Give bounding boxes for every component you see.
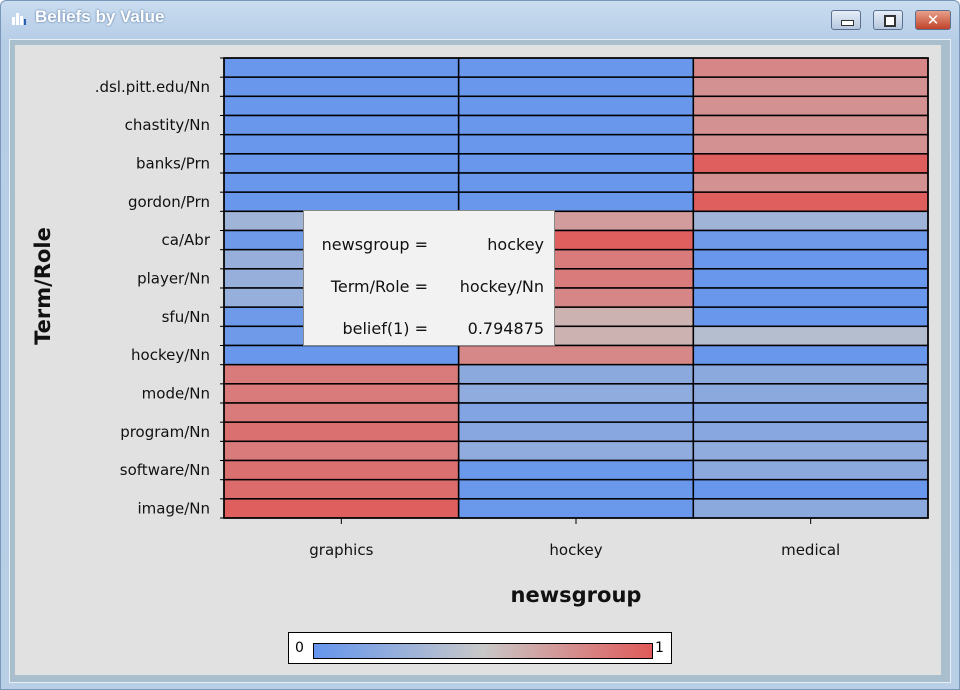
heatmap-cell[interactable] [457,133,695,155]
heatmap-cell[interactable] [692,478,929,500]
tooltip-key: belief(1) = [342,319,428,338]
legend-min-label: 0 [295,640,304,656]
heatmap-cell[interactable] [223,459,460,481]
tooltip-row-term: Term/Role = hockey/Nn [304,277,548,297]
x-tick-label: graphics [309,541,373,559]
heatmap-cell[interactable] [692,57,929,78]
x-tick-label: hockey [549,541,602,559]
window-title: Beliefs by Value [35,7,165,26]
heatmap-cell[interactable] [223,153,460,174]
maximize-button[interactable] [873,10,903,30]
heatmap-cell[interactable] [692,344,929,366]
heatmap-cell[interactable] [457,57,695,78]
heatmap-cell[interactable] [692,325,929,347]
y-tick-label: hockey/Nn [131,346,210,364]
heatmap-cell[interactable] [223,498,460,519]
y-tick-label: banks/Prn [136,154,210,172]
tooltip-row-newsgroup: newsgroup = hockey [304,235,548,255]
heatmap-cell[interactable] [692,76,929,98]
y-tick-label: program/Nn [120,423,210,441]
heatmap-cell[interactable] [692,229,929,251]
heatmap-cell[interactable] [223,191,460,213]
y-tick-label: mode/Nn [142,384,210,402]
heatmap-cell[interactable] [457,95,695,117]
heatmap-cell[interactable] [692,153,929,174]
y-tick-label: ca/Abr [162,231,211,249]
heatmap-cell[interactable] [692,402,929,423]
heatmap-cell[interactable] [457,498,695,519]
y-axis-title: Term/Role [31,227,55,345]
heatmap-cell[interactable] [692,383,929,404]
tooltip-key: newsgroup = [321,235,428,254]
heatmap-cell[interactable] [457,402,695,423]
heatmap-cell[interactable] [223,402,460,423]
heatmap-cell[interactable] [457,114,695,136]
heatmap-cell[interactable] [692,498,929,519]
x-axis-title: newsgroup [511,583,642,607]
heatmap-cell[interactable] [457,478,695,500]
heatmap-cell[interactable] [692,248,929,270]
heatmap-cell[interactable] [457,459,695,481]
heatmap-cell[interactable] [457,172,695,193]
y-tick-label: image/Nn [137,499,210,517]
heatmap-cell[interactable] [223,363,460,385]
y-tick-label: player/Nn [137,269,210,287]
heatmap-cell[interactable] [457,383,695,404]
tooltip-value: hockey/Nn [459,277,544,296]
heatmap-cell[interactable] [457,363,695,385]
heatmap-cell[interactable] [223,76,460,98]
heatmap-cell[interactable] [692,287,929,308]
heatmap-cell[interactable] [692,440,929,462]
data-tooltip: newsgroup = hockey Term/Role = hockey/Nn… [303,210,555,346]
y-tick-label: chastity/Nn [125,116,210,134]
tooltip-value: hockey [487,235,544,254]
heatmap-cell[interactable] [223,133,460,155]
minimize-icon [841,20,854,26]
heatmap-cell[interactable] [223,344,460,366]
heatmap-cell[interactable] [457,153,695,174]
heatmap-cell[interactable] [223,383,460,404]
heatmap-cell[interactable] [692,459,929,481]
heatmap-cell[interactable] [692,191,929,213]
y-tick-label: software/Nn [120,461,210,479]
heatmap-cell[interactable] [692,421,929,443]
heatmap-cell[interactable] [457,191,695,213]
close-icon: ✕ [926,11,940,29]
heatmap-cell[interactable] [223,95,460,117]
bar-chart-icon [12,13,26,25]
heatmap-cell[interactable] [223,421,460,443]
heatmap-cell[interactable] [457,344,695,366]
minimize-button[interactable] [831,10,861,30]
title-bar[interactable]: Beliefs by Value ✕ [1,1,959,37]
legend-gradient [313,643,653,659]
heatmap-cell[interactable] [692,95,929,117]
x-tick-label: medical [781,541,840,559]
heatmap-cell[interactable] [692,114,929,136]
heatmap-cell[interactable] [692,268,929,289]
heatmap-cell[interactable] [692,172,929,193]
tooltip-key: Term/Role = [330,277,428,296]
tooltip-row-belief: belief(1) = 0.794875 [304,319,548,339]
y-tick-label: gordon/Prn [128,193,210,211]
y-tick-label: .dsl.pitt.edu/Nn [95,78,210,96]
heatmap-cell[interactable] [692,210,929,232]
heatmap-cell[interactable] [692,306,929,328]
legend-max-label: 1 [655,640,664,656]
heatmap-cell[interactable] [457,440,695,462]
heatmap-cell[interactable] [223,57,460,78]
color-legend: 0 1 [288,632,672,664]
y-tick-label: sfu/Nn [162,308,210,326]
heatmap-cell[interactable] [223,440,460,462]
heatmap-cell[interactable] [457,76,695,98]
heatmap-cell[interactable] [223,114,460,136]
maximize-icon [884,15,896,27]
tooltip-value: 0.794875 [467,319,544,338]
heatmap-cell[interactable] [223,478,460,500]
heatmap-cell[interactable] [457,421,695,443]
close-button[interactable]: ✕ [915,10,951,30]
heatmap-cell[interactable] [692,133,929,155]
heatmap-cell[interactable] [223,172,460,193]
heatmap-cell[interactable] [692,363,929,385]
